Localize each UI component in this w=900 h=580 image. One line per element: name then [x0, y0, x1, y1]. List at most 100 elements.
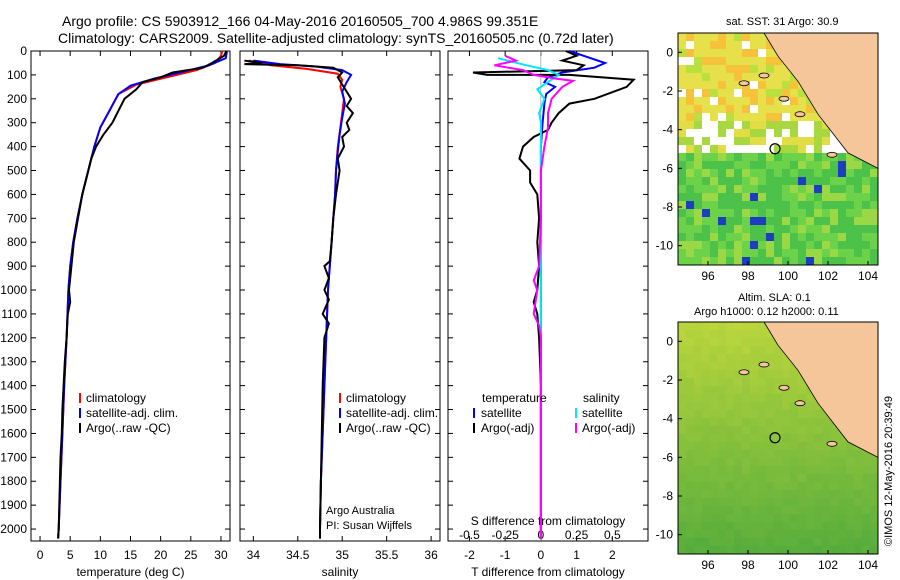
map-cell [702, 450, 710, 458]
map-cell [838, 161, 846, 169]
map-cell [718, 546, 726, 554]
map-cell [742, 177, 750, 185]
map-cell [766, 41, 774, 49]
map-cell [822, 153, 830, 161]
map-cell [694, 161, 702, 169]
legend-label: satellite [481, 406, 522, 420]
map-cell [830, 426, 838, 434]
map-cell [726, 105, 734, 113]
map-cell [678, 225, 686, 233]
map-cell [798, 394, 806, 402]
map-cell [710, 41, 718, 49]
map-cell [806, 185, 814, 193]
map-cell [814, 177, 822, 185]
map-cell [774, 346, 782, 354]
map-cell [814, 506, 822, 514]
map-cell [758, 169, 766, 177]
map-cell [702, 225, 710, 233]
map-cell [678, 33, 686, 41]
map-cell [822, 434, 830, 442]
map-cell [822, 249, 830, 257]
map-cell [718, 442, 726, 450]
map-cell [718, 330, 726, 338]
map-cell [726, 450, 734, 458]
map-cell [814, 546, 822, 554]
map-cell [702, 402, 710, 410]
map-cell [718, 418, 726, 426]
map-cell [718, 193, 726, 201]
map-cell [718, 217, 726, 225]
map-cell [726, 498, 734, 506]
map-cell [838, 193, 846, 201]
map-cell [758, 418, 766, 426]
map-cell [846, 482, 854, 490]
map-cell [790, 145, 798, 153]
map-cell [854, 169, 862, 177]
map-cell [750, 522, 758, 530]
map-cell [734, 458, 742, 466]
map-cell [742, 354, 750, 362]
map-cell [734, 193, 742, 201]
map-cell [766, 474, 774, 482]
x-tick-label: 30 [214, 548, 228, 562]
map-cell [750, 185, 758, 193]
map-cell [702, 410, 710, 418]
map-cell [862, 498, 870, 506]
map-cell [726, 338, 734, 346]
map-cell [838, 514, 846, 522]
map-cell [838, 209, 846, 217]
map-cell [718, 482, 726, 490]
island [778, 95, 790, 102]
map-y-tick-label: -4 [662, 123, 673, 137]
map-cell [838, 217, 846, 225]
map-cell [686, 514, 694, 522]
map-cell [758, 193, 766, 201]
map-cell [694, 145, 702, 153]
map-cell [702, 386, 710, 394]
map-cell [718, 257, 726, 265]
map-cell [806, 530, 814, 538]
map-cell [718, 386, 726, 394]
map-cell [734, 33, 742, 41]
map-cell [702, 418, 710, 426]
map-cell [838, 442, 846, 450]
map-cell [694, 346, 702, 354]
map-cell [870, 506, 878, 514]
map-cell [694, 378, 702, 386]
map-cell [846, 185, 854, 193]
map-cell [782, 201, 790, 209]
map-cell [766, 378, 774, 386]
map-cell [702, 514, 710, 522]
map-cell [798, 113, 806, 121]
map-cell [774, 209, 782, 217]
map-cell [678, 482, 686, 490]
map-cell [742, 410, 750, 418]
map-cell [686, 161, 694, 169]
map-cell [678, 498, 686, 506]
map-cell [750, 113, 758, 121]
map-cell [750, 322, 758, 330]
map-cell [806, 458, 814, 466]
map-cell [694, 105, 702, 113]
map-cell [854, 225, 862, 233]
map-cell [774, 249, 782, 257]
map-cell [798, 490, 806, 498]
map-cell [710, 330, 718, 338]
map-cell [702, 330, 710, 338]
map-cell [726, 442, 734, 450]
map-cell [766, 458, 774, 466]
map-cell [766, 49, 774, 57]
map-cell [870, 185, 878, 193]
map-cell [734, 113, 742, 121]
map-cell [830, 201, 838, 209]
map-cell [702, 426, 710, 434]
map-cell [710, 105, 718, 113]
map-cell [830, 482, 838, 490]
map-cell [870, 233, 878, 241]
map-cell [806, 217, 814, 225]
map-cell [774, 482, 782, 490]
map-cell [798, 482, 806, 490]
map-cell [870, 217, 878, 225]
map-cell [694, 490, 702, 498]
map-cell [758, 209, 766, 217]
